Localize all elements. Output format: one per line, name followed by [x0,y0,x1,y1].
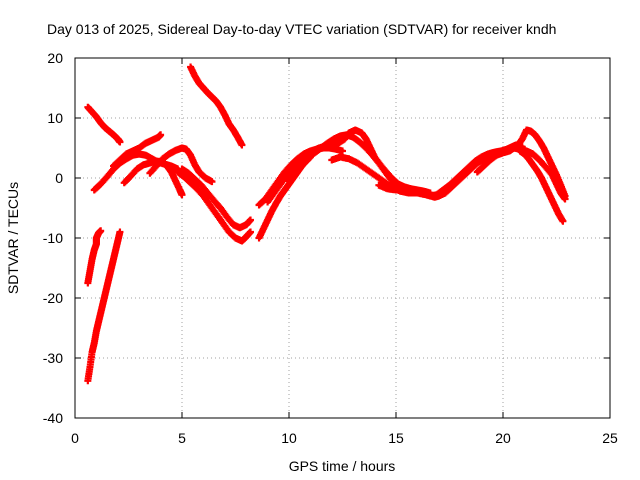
data-point [238,141,246,149]
data-point [178,191,186,199]
x-tick-label: 0 [71,430,79,446]
series-arc-1 [84,103,124,146]
data-point [339,147,346,155]
series-arc-17 [473,126,569,200]
series-arc-2 [84,227,105,287]
data-point [246,216,254,224]
chart-title: Day 013 of 2025, Sidereal Day-to-day VTE… [47,21,556,37]
x-tick-label: 5 [178,430,186,446]
series-arc-10 [178,165,254,232]
series-arc-18 [516,147,567,225]
data-point [561,192,569,200]
x-axis-label: GPS time / hours [289,458,396,474]
x-tick-label: 25 [602,430,618,446]
series-arc-3 [84,228,124,385]
y-axis-label: SDTVAR / TECUs [5,182,21,294]
data-point [116,228,124,236]
data-point [246,228,254,236]
data-point [157,131,165,139]
y-tick-label: -30 [43,350,63,366]
y-tick-label: -40 [43,410,63,426]
y-tick-label: 20 [47,50,63,66]
data-point [208,178,216,186]
series-arc-9 [174,168,254,245]
series-arc-7 [146,144,216,186]
y-tick-label: 10 [47,110,63,126]
x-tick-label: 20 [495,430,511,446]
data-points [84,63,569,385]
data-point [97,227,105,235]
y-tick-label: 0 [55,170,63,186]
data-point [559,217,567,225]
data-point [116,138,124,146]
x-tick-label: 15 [388,430,404,446]
series-arc-8 [187,63,246,149]
grid [75,58,610,418]
y-tick-label: -20 [43,290,63,306]
x-tick-label: 10 [281,430,297,446]
series-arc-6 [120,157,186,199]
series-arc-5 [110,131,165,170]
axis-ticks: 0 5 10 15 20 25 -40 -30 -20 -10 0 10 20 [43,50,618,446]
y-tick-label: -10 [43,230,63,246]
